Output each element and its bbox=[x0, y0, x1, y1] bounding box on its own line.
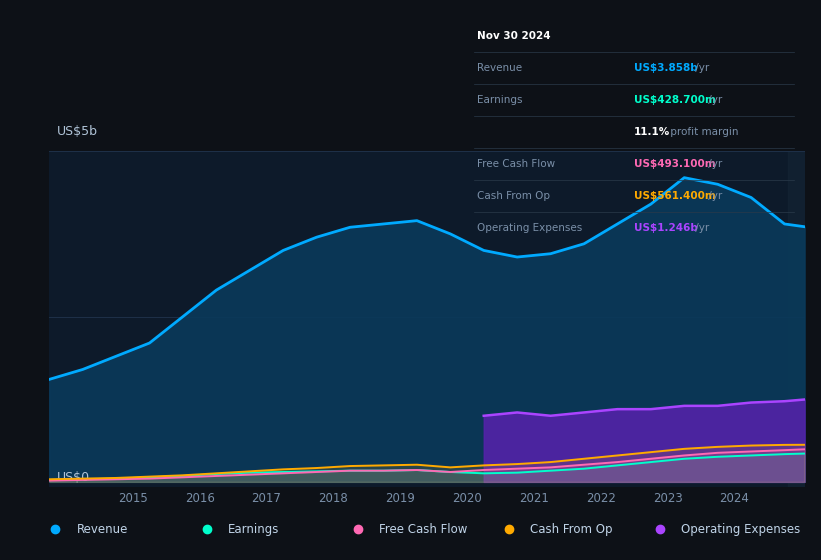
Text: Revenue: Revenue bbox=[76, 522, 128, 536]
Text: Cash From Op: Cash From Op bbox=[478, 190, 551, 200]
Text: /yr: /yr bbox=[705, 158, 722, 169]
Bar bbox=[788, 151, 811, 487]
Text: US$1.246b: US$1.246b bbox=[635, 223, 698, 232]
Text: Free Cash Flow: Free Cash Flow bbox=[478, 158, 556, 169]
Text: profit margin: profit margin bbox=[667, 127, 738, 137]
Text: /yr: /yr bbox=[705, 190, 722, 200]
Text: US$3.858b: US$3.858b bbox=[635, 63, 698, 73]
Text: US$5b: US$5b bbox=[57, 125, 98, 138]
Text: Nov 30 2024: Nov 30 2024 bbox=[478, 31, 551, 41]
Text: Free Cash Flow: Free Cash Flow bbox=[378, 522, 467, 536]
Text: /yr: /yr bbox=[692, 223, 709, 232]
Text: US$0: US$0 bbox=[57, 471, 90, 484]
Text: Cash From Op: Cash From Op bbox=[530, 522, 612, 536]
Text: Earnings: Earnings bbox=[478, 95, 523, 105]
Text: US$493.100m: US$493.100m bbox=[635, 158, 716, 169]
Text: Operating Expenses: Operating Expenses bbox=[681, 522, 800, 536]
Text: US$428.700m: US$428.700m bbox=[635, 95, 716, 105]
Text: Operating Expenses: Operating Expenses bbox=[478, 223, 583, 232]
Text: Earnings: Earnings bbox=[227, 522, 279, 536]
Text: /yr: /yr bbox=[705, 95, 722, 105]
Text: 11.1%: 11.1% bbox=[635, 127, 671, 137]
Text: US$561.400m: US$561.400m bbox=[635, 190, 716, 200]
Text: Revenue: Revenue bbox=[478, 63, 523, 73]
Text: /yr: /yr bbox=[692, 63, 709, 73]
